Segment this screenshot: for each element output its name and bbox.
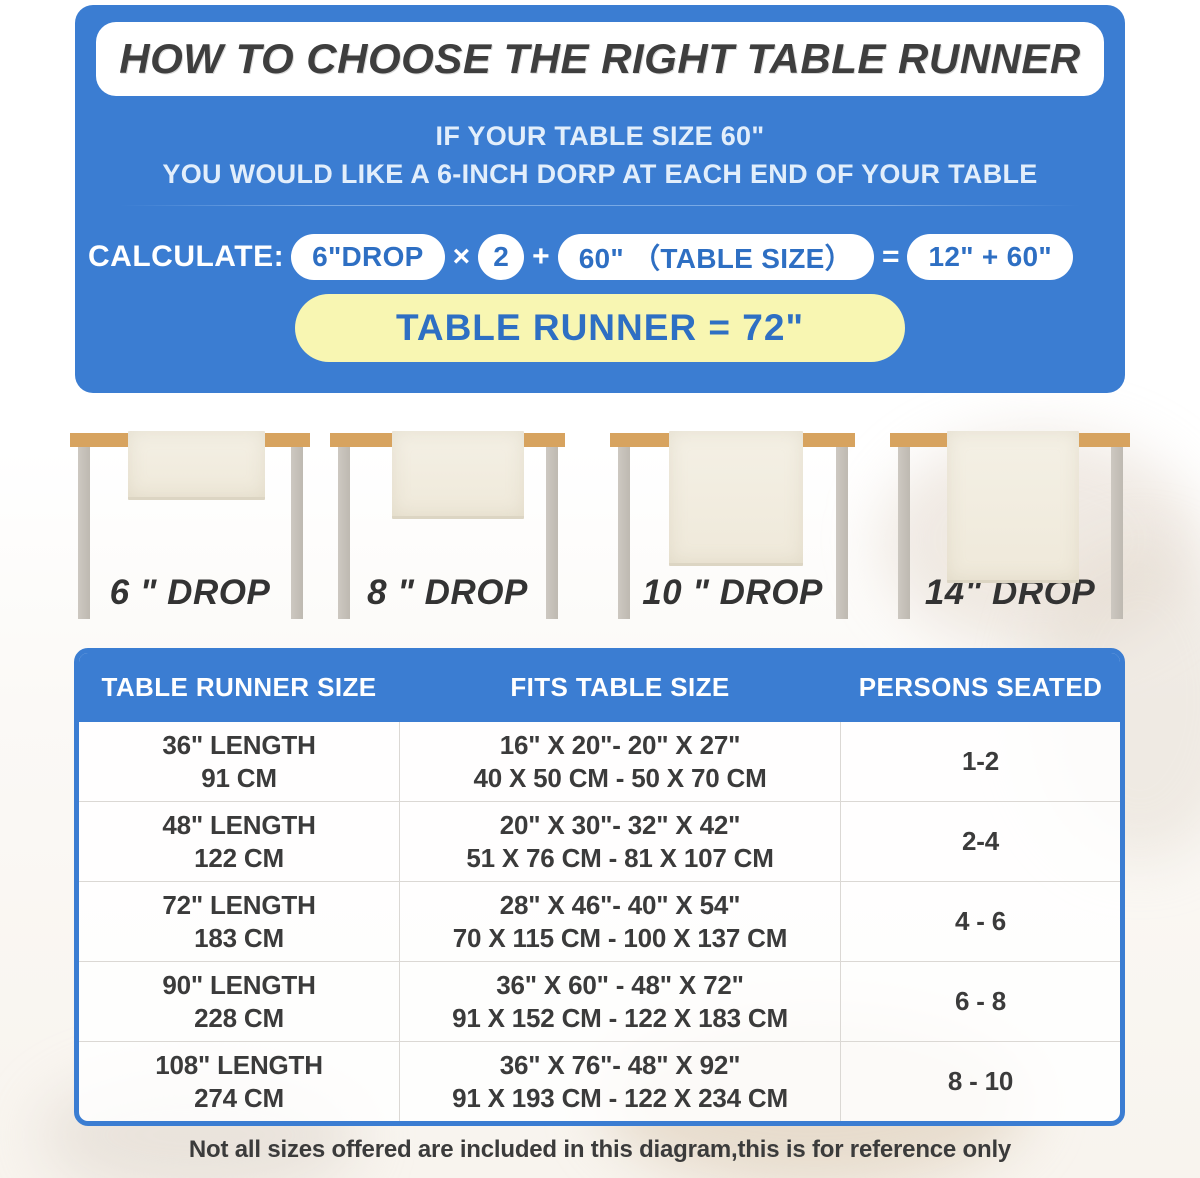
table-runner <box>128 431 265 500</box>
size-chart: TABLE RUNNER SIZE FITS TABLE SIZE PERSON… <box>74 648 1125 1126</box>
drop-label: 6 " DROP <box>109 573 271 612</box>
fits-size-cm: 51 X 76 CM - 81 X 107 CM <box>466 842 774 873</box>
runner-size-cm: 91 CM <box>201 762 277 793</box>
runner-size-cell: 36" LENGTH 91 CM <box>79 722 399 801</box>
drop-label: 8 " DROP <box>367 573 528 612</box>
table-leg <box>836 445 848 619</box>
result-banner: TABLE RUNNER = 72" <box>295 294 905 362</box>
runner-size-cell: 90" LENGTH 228 CM <box>79 962 399 1041</box>
footer-note: Not all sizes offered are included in th… <box>188 1136 1012 1163</box>
table-row: 48" LENGTH 122 CM 20" X 30"- 32" X 42" 5… <box>79 801 1120 881</box>
table-leg <box>898 445 910 619</box>
page-title: HOW TO CHOOSE THE RIGHT TABLE RUNNER <box>119 35 1081 82</box>
runner-size-cm: 274 CM <box>194 1082 284 1113</box>
table-leg <box>618 445 630 619</box>
persons-cell: 4 - 6 <box>954 906 1007 936</box>
fits-size-cell: 28" X 46"- 40" X 54" 70 X 115 CM - 100 X… <box>399 882 841 961</box>
drop-example-8: 8 " DROP <box>330 425 565 640</box>
header-persons-seated: PERSONS SEATED <box>858 672 1103 702</box>
runner-size-inches: 108" LENGTH <box>155 1049 323 1080</box>
formula-row: CALCULATE: 6"DROP × 2 + 60" （TABLE SIZE）… <box>88 234 1117 280</box>
fits-size-inches: 36" X 60" - 48" X 72" <box>496 969 744 1000</box>
table-leg <box>338 445 350 619</box>
table-leg <box>78 445 90 619</box>
runner-size-cm: 228 CM <box>194 1002 284 1033</box>
table-leg <box>1111 445 1123 619</box>
equals-operator: = <box>881 240 900 273</box>
persons-cell: 1-2 <box>962 746 999 776</box>
persons-cell: 6 - 8 <box>954 986 1007 1016</box>
table-size-pill: 60" （TABLE SIZE） <box>557 234 874 280</box>
size-chart-body: 36" LENGTH 91 CM 16" X 20"- 20" X 27" 40… <box>79 722 1120 1121</box>
drop-example-14: 14" DROP <box>890 425 1130 640</box>
fits-size-cell: 16" X 20"- 20" X 27" 40 X 50 CM - 50 X 7… <box>399 722 841 801</box>
runner-size-cell: 108" LENGTH 274 CM <box>79 1042 399 1121</box>
title-box: HOW TO CHOOSE THE RIGHT TABLE RUNNER <box>96 22 1104 96</box>
table-runner <box>392 431 524 519</box>
sum-pill: 12" + 60" <box>907 234 1073 280</box>
runner-size-inches: 90" LENGTH <box>162 969 316 1000</box>
calculate-label: CALCULATE: <box>88 240 285 273</box>
runner-size-cell: 48" LENGTH 122 CM <box>79 802 399 881</box>
times-operator: × <box>452 240 471 273</box>
table-row: 108" LENGTH 274 CM 36" X 76"- 48" X 92" … <box>79 1041 1120 1121</box>
fits-size-cm: 91 X 152 CM - 122 X 183 CM <box>452 1002 788 1033</box>
subtitle-line1: IF YOUR TABLE SIZE 60" <box>435 121 765 151</box>
table-runner <box>947 431 1079 583</box>
runner-size-cell: 72" LENGTH 183 CM <box>79 882 399 961</box>
fits-size-cm: 91 X 193 CM - 122 X 234 CM <box>452 1082 788 1113</box>
plus-operator: + <box>532 240 550 273</box>
runner-size-cm: 122 CM <box>194 842 284 873</box>
table-leg <box>546 445 558 619</box>
banner-divider <box>120 205 1080 206</box>
table-row: 90" LENGTH 228 CM 36" X 60" - 48" X 72" … <box>79 961 1120 1041</box>
fits-size-cell: 36" X 60" - 48" X 72" 91 X 152 CM - 122 … <box>399 962 841 1041</box>
size-chart-header: TABLE RUNNER SIZE FITS TABLE SIZE PERSON… <box>79 653 1120 722</box>
persons-cell: 8 - 10 <box>947 1066 1014 1096</box>
table-row: 72" LENGTH 183 CM 28" X 46"- 40" X 54" 7… <box>79 881 1120 961</box>
fits-size-inches: 28" X 46"- 40" X 54" <box>499 889 741 920</box>
header-banner: HOW TO CHOOSE THE RIGHT TABLE RUNNER IF … <box>75 5 1125 393</box>
fits-size-inches: 20" X 30"- 32" X 42" <box>499 809 741 840</box>
multiplier-pill: 2 <box>478 234 525 280</box>
header-fits-table-size: FITS TABLE SIZE <box>510 672 730 702</box>
drop-example-6: 6 " DROP <box>70 425 310 640</box>
drop-label: 10 " DROP <box>642 573 823 612</box>
fits-size-cell: 20" X 30"- 32" X 42" 51 X 76 CM - 81 X 1… <box>399 802 841 881</box>
fits-size-inches: 16" X 20"- 20" X 27" <box>499 729 741 760</box>
fits-size-inches: 36" X 76"- 48" X 92" <box>499 1049 741 1080</box>
fits-size-cm: 70 X 115 CM - 100 X 137 CM <box>452 922 788 953</box>
header-runner-size: TABLE RUNNER SIZE <box>101 672 377 702</box>
drop-pill: 6"DROP <box>291 234 445 280</box>
runner-size-cm: 183 CM <box>194 922 284 953</box>
table-leg <box>291 445 303 619</box>
persons-cell: 2-4 <box>962 826 999 856</box>
table-row: 36" LENGTH 91 CM 16" X 20"- 20" X 27" 40… <box>79 722 1120 801</box>
fits-size-cell: 36" X 76"- 48" X 92" 91 X 193 CM - 122 X… <box>399 1042 841 1121</box>
drop-example-10: 10 " DROP <box>610 425 855 640</box>
runner-size-inches: 48" LENGTH <box>162 809 316 840</box>
runner-size-inches: 72" LENGTH <box>162 889 316 920</box>
subtitle-line2: YOU WOULD LIKE A 6-INCH DORP AT EACH END… <box>162 159 1038 189</box>
table-runner <box>669 431 803 566</box>
banner-subtitle: IF YOUR TABLE SIZE 60" YOU WOULD LIKE A … <box>75 117 1125 193</box>
runner-size-inches: 36" LENGTH <box>162 729 316 760</box>
fits-size-cm: 40 X 50 CM - 50 X 70 CM <box>473 762 767 793</box>
